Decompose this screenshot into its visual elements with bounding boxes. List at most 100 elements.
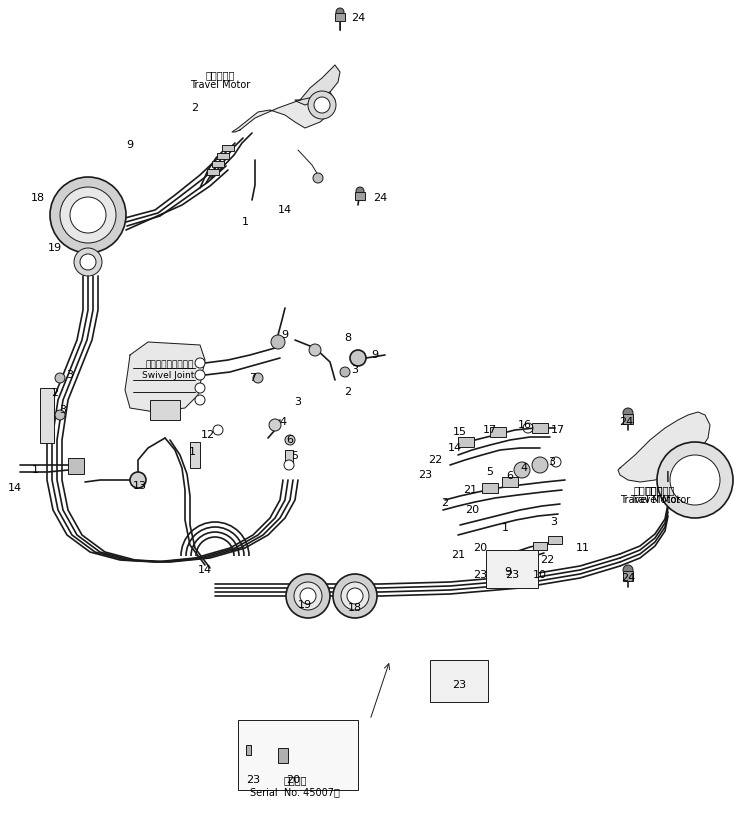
Text: 2: 2 (344, 387, 352, 397)
Circle shape (300, 588, 316, 604)
Text: 6: 6 (286, 435, 294, 445)
Circle shape (309, 344, 321, 356)
Text: 19: 19 (48, 243, 62, 253)
Text: 17: 17 (551, 425, 565, 435)
Polygon shape (295, 65, 340, 105)
Circle shape (50, 177, 126, 253)
Circle shape (269, 419, 281, 431)
Text: 20: 20 (465, 505, 479, 515)
Text: 6: 6 (507, 471, 513, 481)
Text: 14: 14 (448, 443, 462, 453)
Text: 24: 24 (619, 417, 633, 427)
Text: 3: 3 (548, 457, 556, 467)
Polygon shape (618, 412, 710, 482)
Circle shape (80, 254, 96, 270)
Bar (335, 13, 345, 21)
Text: 13: 13 (133, 481, 147, 491)
Text: 24: 24 (373, 193, 387, 203)
Text: 23: 23 (246, 775, 260, 785)
Circle shape (271, 335, 285, 349)
Bar (217, 153, 229, 159)
Text: 1: 1 (502, 523, 508, 533)
Circle shape (623, 408, 633, 418)
Circle shape (195, 395, 205, 405)
Bar (533, 542, 547, 550)
Circle shape (336, 8, 344, 16)
Text: 2: 2 (191, 103, 199, 113)
Text: スイベルジョイント: スイベルジョイント (146, 360, 194, 369)
Text: 20: 20 (473, 543, 487, 553)
Bar (40, 388, 54, 443)
Bar (490, 427, 506, 437)
Text: 9: 9 (505, 567, 511, 577)
Circle shape (657, 442, 733, 518)
Text: Swivel Joint: Swivel Joint (142, 371, 194, 379)
Text: 1: 1 (188, 447, 195, 457)
Circle shape (74, 248, 102, 276)
Text: 2: 2 (51, 388, 59, 398)
Text: 3: 3 (67, 370, 73, 380)
Circle shape (60, 187, 116, 243)
Text: 18: 18 (348, 603, 362, 613)
Bar (246, 745, 251, 755)
Circle shape (284, 460, 294, 470)
Circle shape (195, 358, 205, 368)
Circle shape (514, 462, 530, 478)
Text: Travel Motor: Travel Motor (190, 80, 250, 90)
Text: 22: 22 (540, 555, 554, 565)
Bar (278, 748, 288, 763)
Polygon shape (125, 342, 205, 412)
Text: 14: 14 (198, 565, 212, 575)
Circle shape (347, 588, 363, 604)
Circle shape (55, 373, 65, 383)
Text: 4: 4 (520, 463, 528, 473)
Text: 19: 19 (298, 600, 312, 610)
Bar (190, 442, 200, 468)
Circle shape (340, 367, 350, 377)
Text: 23: 23 (505, 570, 519, 580)
Text: 3: 3 (352, 365, 358, 375)
Text: 5: 5 (487, 467, 493, 477)
Text: 9: 9 (281, 330, 289, 340)
Bar (502, 477, 518, 487)
Text: 14: 14 (8, 483, 22, 493)
Bar (285, 450, 293, 464)
Bar (532, 423, 548, 433)
Circle shape (285, 435, 295, 445)
Bar (355, 192, 365, 200)
Circle shape (70, 197, 106, 233)
Text: 20: 20 (286, 775, 300, 785)
Bar (68, 458, 84, 474)
Text: Travel Motor: Travel Motor (620, 495, 680, 505)
Circle shape (623, 565, 633, 575)
Circle shape (308, 91, 336, 119)
Text: 2: 2 (441, 498, 449, 508)
Bar (482, 483, 498, 493)
Text: 3: 3 (551, 517, 557, 527)
Text: 21: 21 (463, 485, 477, 495)
Bar (150, 400, 180, 420)
Bar (222, 145, 234, 151)
Text: 7: 7 (249, 373, 257, 383)
Bar (548, 536, 562, 544)
Text: 1: 1 (31, 465, 39, 475)
Text: 走行モータ: 走行モータ (206, 70, 234, 80)
Bar (623, 414, 633, 424)
Circle shape (313, 173, 323, 183)
Circle shape (195, 370, 205, 380)
Circle shape (314, 97, 330, 113)
Text: 8: 8 (344, 333, 352, 343)
Text: 15: 15 (453, 427, 467, 437)
Circle shape (286, 574, 330, 618)
Text: 24: 24 (621, 573, 635, 583)
Circle shape (670, 455, 720, 505)
Bar (212, 161, 224, 167)
Text: 23: 23 (452, 680, 466, 690)
Text: 23: 23 (473, 570, 487, 580)
Polygon shape (232, 92, 335, 132)
Bar (238, 720, 358, 790)
Text: 16: 16 (518, 420, 532, 430)
Text: 11: 11 (576, 543, 590, 553)
Bar (486, 550, 538, 588)
Circle shape (294, 582, 322, 610)
